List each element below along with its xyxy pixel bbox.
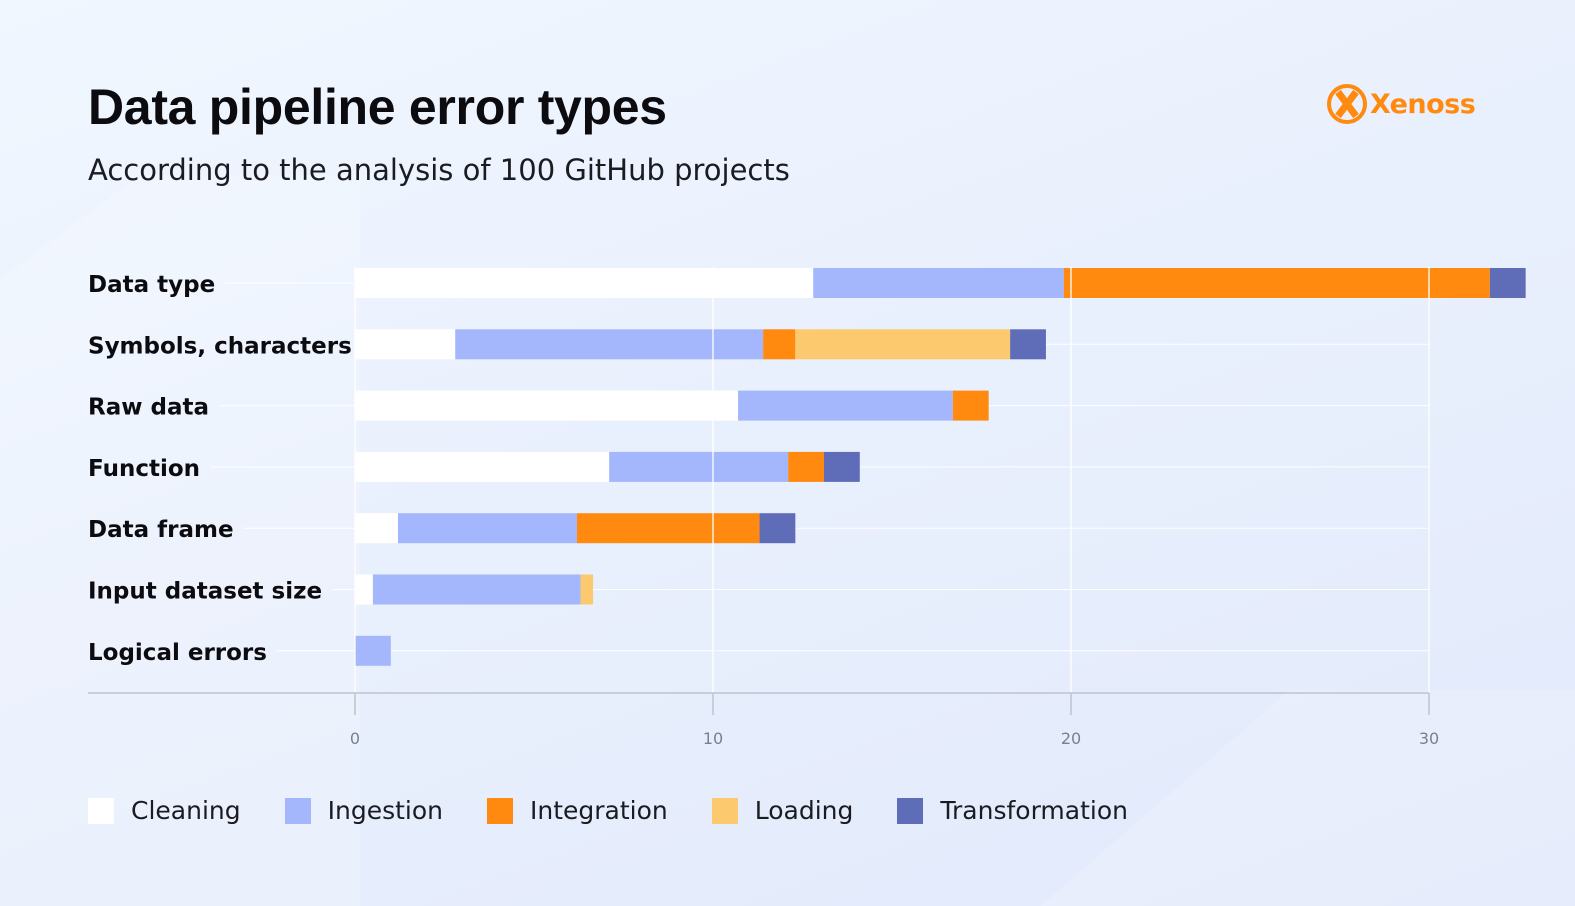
legend-item-integration: Integration — [487, 796, 668, 825]
chart-subtitle: According to the analysis of 100 GitHub … — [88, 153, 790, 187]
legend-label: Cleaning — [131, 796, 241, 825]
bar-segment-transformation — [1010, 329, 1046, 360]
bar-segment-ingestion — [455, 329, 764, 360]
bar-segment-cleaning — [355, 513, 398, 544]
category-label: Symbols, characters — [88, 333, 352, 359]
legend-swatch — [897, 797, 924, 824]
legend-label: Ingestion — [327, 796, 443, 825]
category-label: Raw data — [88, 395, 209, 421]
legend-label: Loading — [754, 796, 854, 825]
bar-segment-integration — [952, 390, 989, 421]
legend-swatch — [88, 797, 114, 824]
brand-name: Xenoss — [1370, 88, 1476, 120]
bar-segment-integration — [788, 451, 824, 482]
legend-label: Integration — [530, 796, 668, 825]
bar-segment-loading — [795, 329, 1011, 360]
category-label: Data type — [88, 272, 215, 298]
legend-item-loading: Loading — [711, 796, 854, 825]
category-label: Data frame — [88, 517, 234, 543]
bar-segment-ingestion — [609, 451, 789, 482]
bar-segment-cleaning — [355, 329, 456, 360]
chart-title: Data pipeline error types — [88, 79, 667, 135]
x-tick-label: 10 — [703, 729, 723, 748]
x-tick-label: 20 — [1061, 729, 1081, 748]
legend-swatch — [711, 797, 738, 824]
category-labels: Data type Symbols, characters Raw data Func… — [88, 272, 352, 666]
category-label: Logical errors — [88, 640, 267, 666]
legend-item-cleaning: Cleaning — [88, 796, 241, 825]
xenoss-logo-icon — [1327, 84, 1367, 124]
x-tick-label: 0 — [350, 729, 360, 748]
bar-segment-transformation — [1489, 268, 1526, 298]
bar-segment-ingestion — [397, 513, 577, 544]
bar-segment-integration — [1063, 268, 1490, 298]
bar-segment-cleaning — [355, 451, 610, 482]
bar-segment-ingestion — [738, 390, 953, 421]
x-axis: 0 10 20 30 — [88, 692, 1439, 748]
vertical-gridlines — [354, 267, 1430, 693]
bar-segment-cleaning — [355, 390, 739, 421]
bar-segment-ingestion — [355, 635, 391, 666]
bar-segment-cleaning — [355, 574, 373, 605]
bar-segment-integration — [576, 513, 760, 544]
bar-segment-ingestion — [372, 574, 581, 605]
legend: Cleaning Ingestion Integration Loading Trans… — [88, 796, 1172, 825]
legend-swatch — [284, 797, 311, 824]
bar-segment-transformation — [759, 513, 796, 544]
bar-segment-ingestion — [813, 268, 1064, 298]
brand-logo: Xenoss — [1327, 84, 1476, 124]
category-label: Input dataset size — [88, 579, 322, 605]
bar-segment-transformation — [823, 451, 860, 482]
legend-swatch — [487, 797, 513, 824]
category-label: Function — [88, 456, 200, 482]
legend-item-ingestion: Ingestion — [284, 796, 443, 825]
x-tick-label: 30 — [1419, 729, 1439, 748]
bar-segment-cleaning — [355, 268, 814, 298]
legend-item-transformation: Transformation — [897, 796, 1128, 825]
bars — [355, 268, 1526, 666]
bar-segment-loading — [580, 574, 594, 605]
legend-label: Transformation — [940, 796, 1128, 825]
bar-segment-integration — [763, 329, 796, 360]
